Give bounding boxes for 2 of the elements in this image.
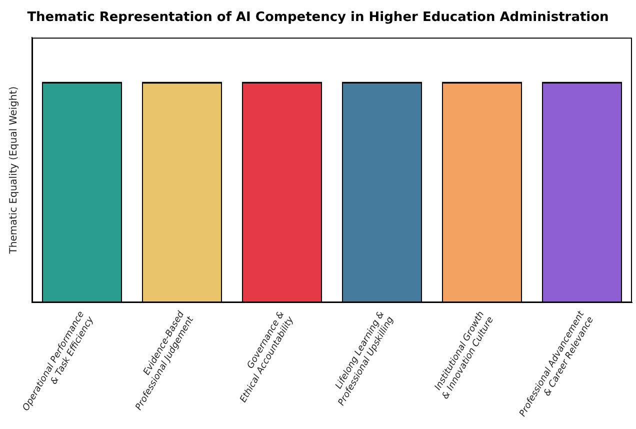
chart-title: Thematic Representation of AI Competency in Higher Education Administration <box>27 10 609 26</box>
y-axis-title: Thematic Equality (Equal Weight) <box>8 86 20 255</box>
